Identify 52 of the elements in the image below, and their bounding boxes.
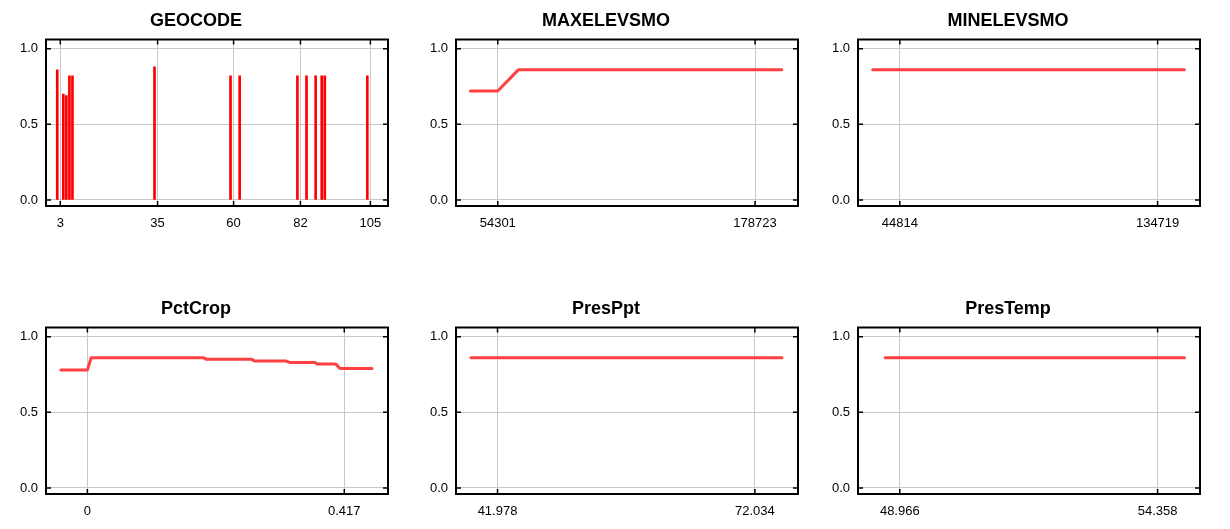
chart-title: PresTemp: [965, 297, 1051, 318]
chart-title: MAXELEVSMO: [541, 9, 671, 30]
x-tick-label: 82: [293, 215, 308, 231]
x-tick-label: 105: [359, 215, 382, 231]
y-tick-label: 0.0: [19, 191, 38, 207]
bar: [314, 75, 317, 200]
y-tick-label: 0.5: [19, 115, 38, 131]
x-tick-label: 72.034: [734, 503, 775, 519]
bar: [229, 75, 232, 200]
y-tick-label: 0.5: [831, 403, 850, 419]
bar: [71, 75, 74, 200]
y-tick-label: 0.0: [831, 479, 850, 495]
y-tick-label: 1.0: [429, 328, 448, 344]
y-tick-label: 1.0: [831, 40, 850, 56]
y-tick-label: 1.0: [429, 40, 448, 56]
chart-title: MINELEVSMO: [947, 9, 1069, 30]
bar: [238, 75, 241, 200]
y-tick-label: 0.5: [429, 403, 448, 419]
x-tick-label: 48.966: [879, 503, 920, 519]
chart-title: GEOCODE: [149, 9, 243, 30]
y-tick-label: 0.5: [19, 403, 38, 419]
y-tick-label: 0.0: [19, 479, 38, 495]
chart-title: PresPpt: [571, 297, 641, 318]
y-tick-label: 1.0: [831, 328, 850, 344]
bar: [62, 93, 65, 200]
y-tick-label: 1.0: [19, 40, 38, 56]
x-tick-label: 60: [226, 215, 241, 231]
x-tick-label: 54301: [479, 215, 516, 231]
x-tick-label: 134719: [1135, 215, 1180, 231]
bar: [296, 75, 299, 200]
bar: [55, 69, 59, 200]
bar: [366, 75, 369, 200]
x-tick-label: 35: [150, 215, 165, 231]
x-tick-label: 3: [56, 215, 64, 231]
y-tick-label: 0.0: [831, 191, 850, 207]
x-tick-label: 178723: [733, 215, 777, 231]
y-tick-label: 0.0: [429, 479, 448, 495]
y-tick-label: 0.0: [429, 191, 448, 207]
x-tick-label: 41.978: [477, 503, 518, 519]
x-tick-label: 0: [83, 503, 92, 519]
x-tick-label: 0.417: [327, 503, 361, 519]
bar: [320, 75, 324, 200]
y-tick-label: 0.5: [831, 115, 850, 131]
bar: [153, 66, 156, 200]
bar: [305, 75, 308, 200]
bar: [68, 75, 71, 200]
chart-title: PctCrop: [160, 297, 232, 318]
y-tick-label: 0.5: [429, 115, 448, 131]
x-tick-label: 44814: [881, 215, 918, 231]
x-tick-label: 54.358: [1137, 503, 1178, 519]
y-tick-label: 1.0: [19, 328, 38, 344]
bar: [323, 75, 327, 200]
